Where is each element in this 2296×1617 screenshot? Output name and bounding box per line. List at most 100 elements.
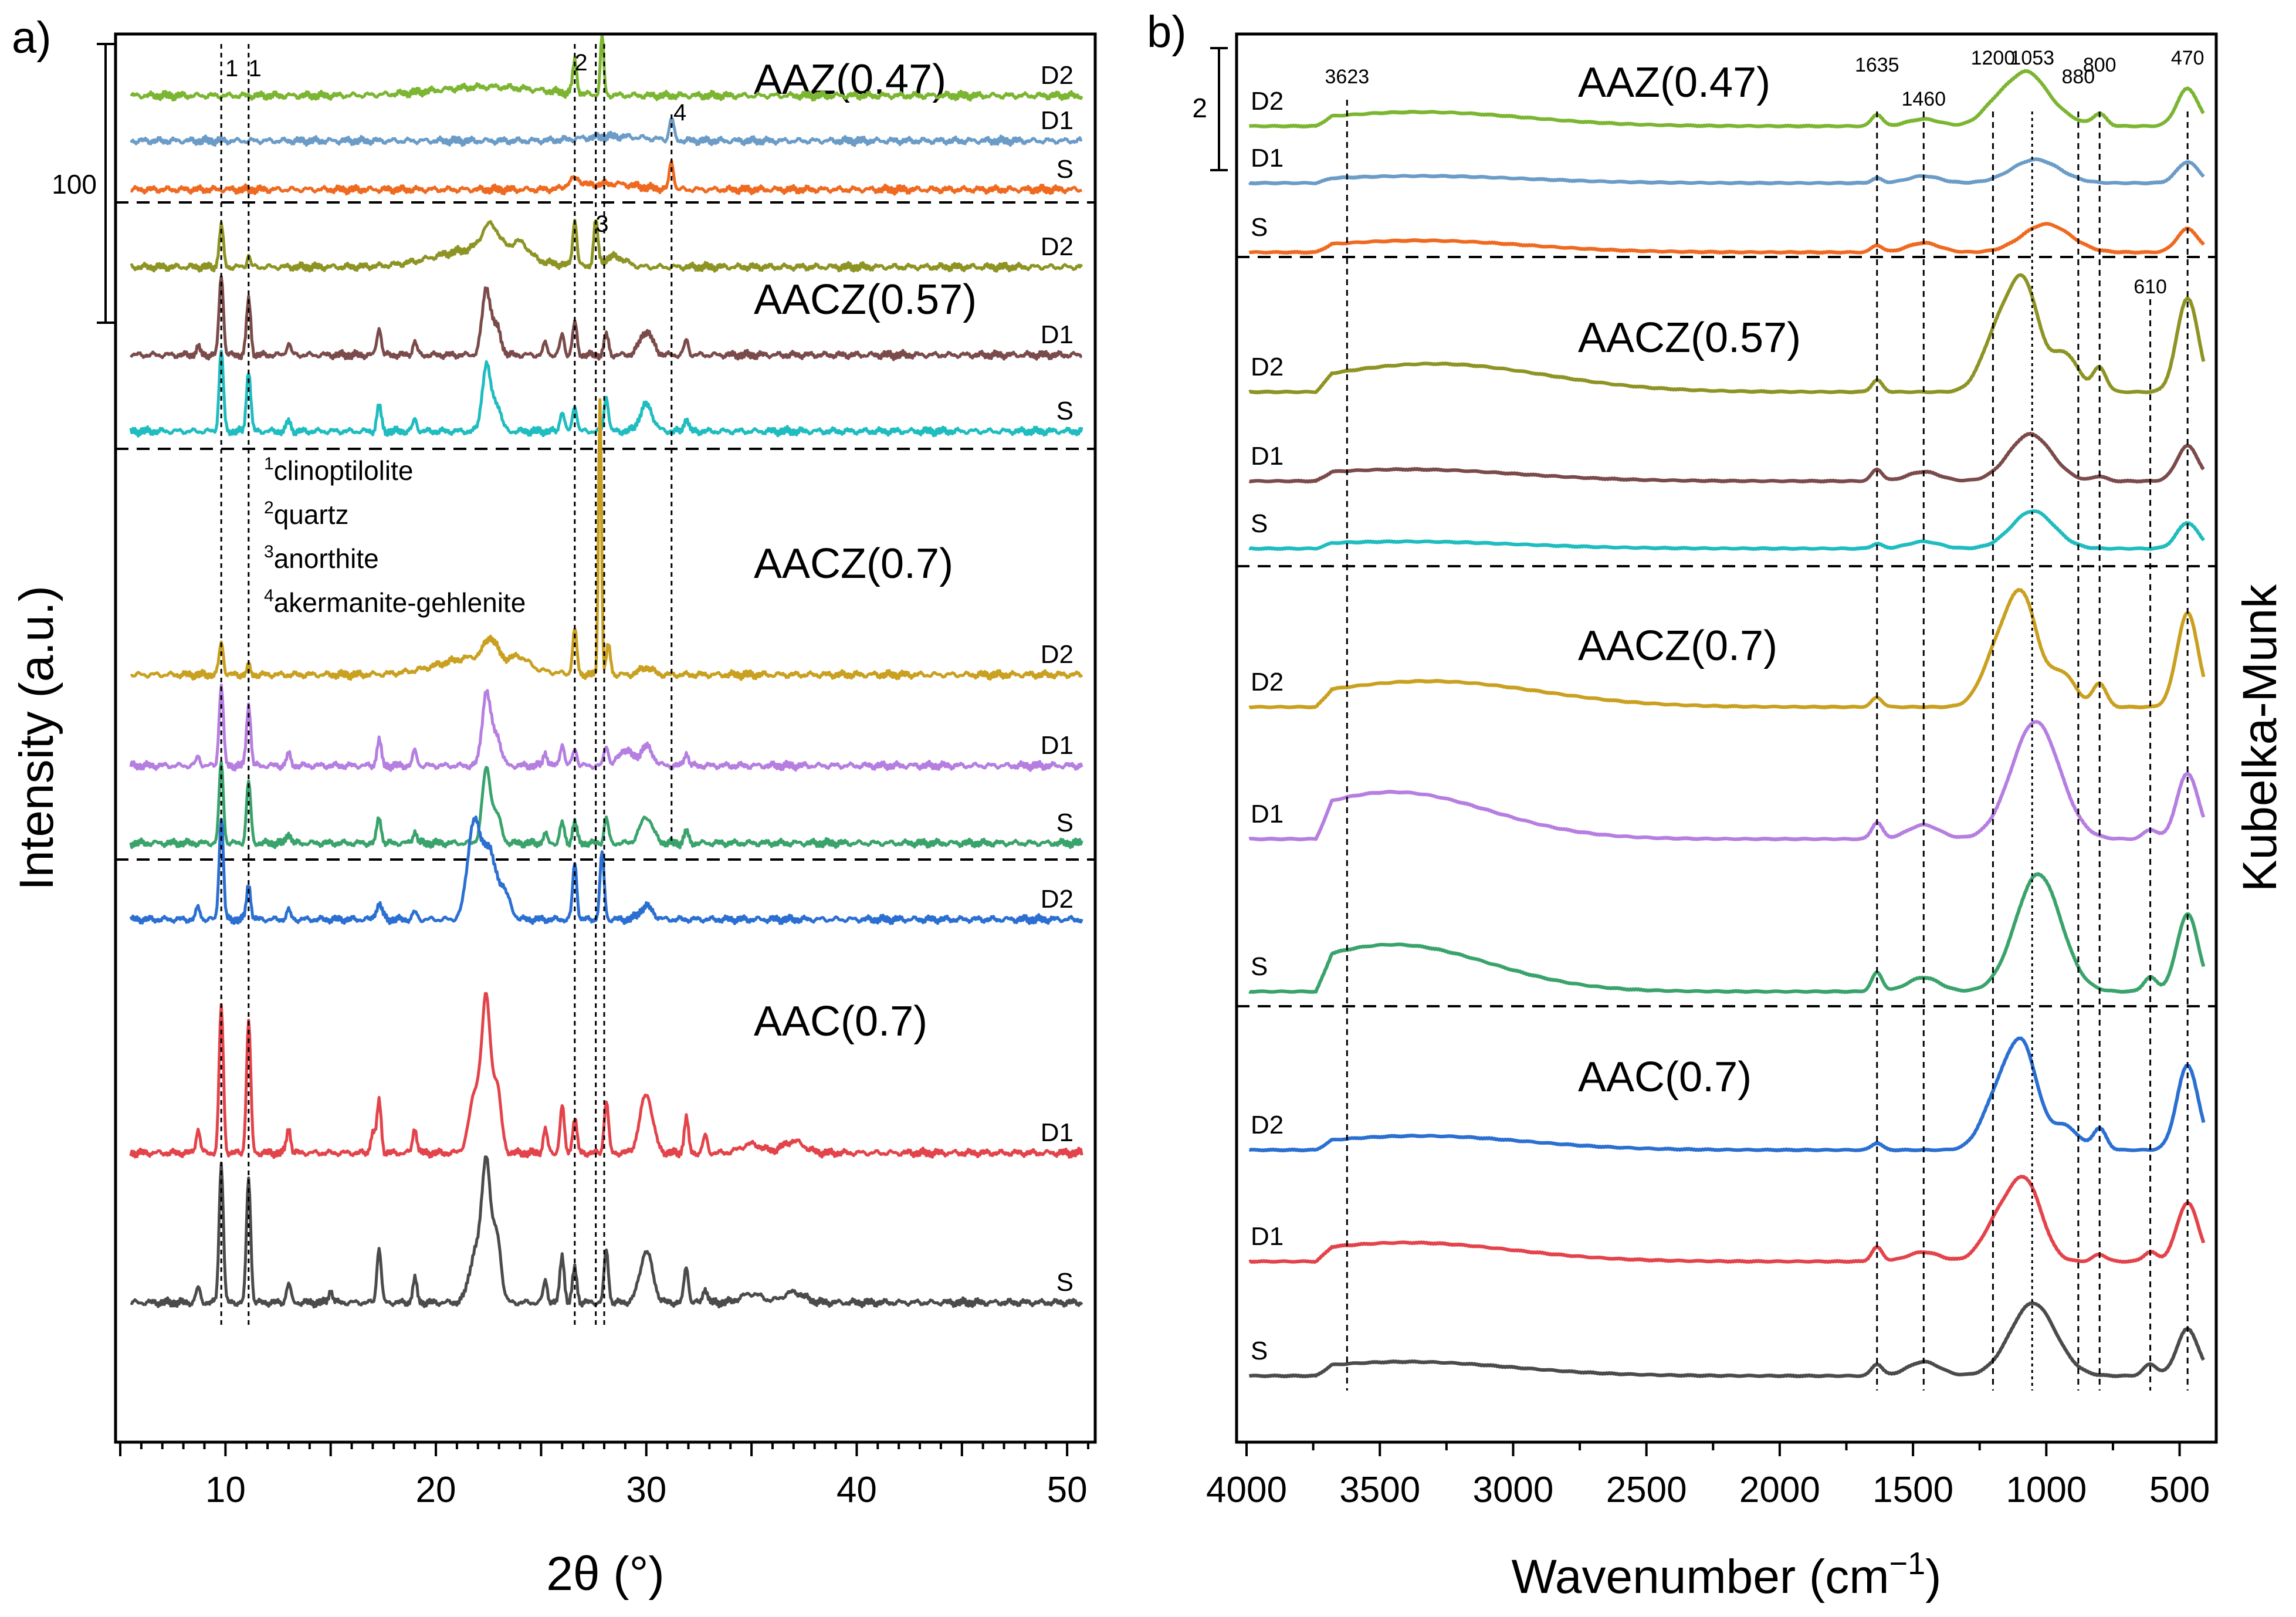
panel-b-x-tick-label: 3500 [1339,1470,1420,1510]
panel-a-x-tick-label: 20 [416,1470,456,1510]
ftir-series-label-aac-0-7-d1: D1 [1251,1222,1284,1251]
panel-a-x-tick-label: 50 [1047,1470,1088,1510]
legend-phase-3-name: anorthite [274,543,379,574]
panel-a-x-tick-label: 40 [837,1470,877,1510]
ftir-series-aacz-0-57-d2 [1248,273,2206,395]
panel-b-x-tick-label: 2500 [1606,1470,1687,1510]
panel-b-frame [1235,32,2218,1444]
panel-b-x-tick-label: 1000 [2006,1470,2087,1510]
ftir-series-aacz-0-57-s [1248,509,2206,552]
xrd-series-label-aacz-0-7-d2: D2 [1041,640,1074,669]
panel-b-group-label-aac-0-7: AAC(0.7) [1578,1054,1752,1101]
panel-a-x-axis: 10 20 30 40 50 [119,1442,1089,1510]
xrd-series-aaz-0-47-d2 [130,33,1083,102]
ftir-series-aaz-0-47-d2 [1248,69,2205,129]
panel-b-x-axis-title-main: Wavenumber (cm [1512,1550,1889,1604]
legend-phase-1-number: 1 [264,454,274,473]
ftir-series-label-aacz-0-7-d1: D1 [1251,800,1284,828]
ftir-series-aac-0-7-s [1248,1301,2206,1379]
panel-a-y-axis-title: Intensity (a.u.) [10,586,63,891]
xrd-series-label-aaz-0-47-d1: D1 [1041,106,1074,135]
panel-b-x-tick-label: 4000 [1206,1470,1287,1510]
xrd-peak-label: 2 [574,50,587,76]
legend-phase-1: 1clinoptilolite [264,454,413,486]
ftir-series-aaz-0-47-s [1248,222,2206,255]
ftir-band-label: 800 [2083,54,2116,76]
panel-a-x-tick-label: 30 [626,1470,666,1510]
panel-b-x-tick-label: 3000 [1472,1470,1553,1510]
panel-b-group-label-aacz-0-57: AACZ(0.57) [1578,314,1801,361]
legend-phase-3: 3anorthite [264,542,379,574]
xrd-series-label-aac-0-7-d2: D2 [1041,885,1074,914]
legend-phase-2: 2quartz [264,498,349,530]
legend-phase-4: 4akermanite-gehlenite [264,586,526,618]
xrd-series-aacz-0-7-d2 [130,398,1083,681]
xrd-series-label-aacz-0-57-d2: D2 [1041,232,1074,261]
ftir-series-label-aaz-0-47-d1: D1 [1251,144,1284,172]
ftir-series-label-aacz-0-57-d1: D1 [1251,442,1284,471]
panel-a-scale-bar-label: 100 [52,169,97,199]
ftir-band-label: 1200 [1971,47,2016,69]
ftir-series-label-aac-0-7-s: S [1251,1337,1268,1365]
ftir-series-aacz-0-7-d2 [1248,588,2206,710]
xrd-series-label-aacz-0-57-s: S [1056,397,1074,425]
panel-a-phase-legend: 1clinoptilolite 2quartz 3anorthite 4aker… [264,454,526,618]
ftir-series-label-aaz-0-47-d2: D2 [1251,87,1284,116]
xrd-series-aaz-0-47-d1 [129,117,1083,147]
xrd-series-aac-0-7-s [130,1155,1083,1309]
ftir-series-label-aacz-0-7-d2: D2 [1251,668,1284,696]
legend-phase-2-number: 2 [264,498,274,517]
panel-a-scale-bar: 100 [52,43,114,324]
legend-phase-4-number: 4 [264,586,274,605]
panel-a-x-tick-label: 10 [205,1470,246,1510]
xrd-series-label-aacz-0-57-d1: D1 [1041,320,1074,349]
panel-a-label: a) [12,13,52,63]
ftir-series-label-aac-0-7-d2: D2 [1251,1111,1284,1139]
xrd-series-label-aacz-0-7-d1: D1 [1041,731,1074,760]
panel-b-x-tick-label: 2000 [1739,1470,1820,1510]
panel-b-ftir-chart: b) AAZ(0.47) D2 D1 S AACZ(0.57) D2 D1 S AACZ(0.7… [1147,7,2287,1604]
ftir-band-label: 3623 [1325,66,1370,88]
ftir-series-aaz-0-47-d1 [1248,157,2205,186]
panel-b-x-axis-title: Wavenumber (cm−1) [1512,1546,1942,1604]
xrd-series-aacz-0-57-d1 [129,275,1083,361]
xrd-peak-label: 3 [595,211,608,237]
xrd-series-aaz-0-47-s [130,160,1082,196]
xrd-series-label-aaz-0-47-d2: D2 [1041,61,1074,90]
xrd-series-label-aac-0-7-d1: D1 [1041,1118,1074,1147]
ftir-band-label: 1053 [2010,47,2054,69]
ftir-series-aacz-0-57-d1 [1248,431,2205,484]
ftir-series-aacz-0-7-s [1248,872,2206,994]
panel-b-x-axis-title-sup: −1 [1889,1546,1926,1581]
ftir-band-label: 470 [2171,47,2204,69]
ftir-series-label-aaz-0-47-s: S [1251,213,1268,242]
panel-b-x-axis-title-end: ) [1925,1550,1941,1604]
ftir-series-aac-0-7-d2 [1248,1036,2206,1153]
xrd-peak-label: 1 [225,56,238,82]
ftir-series-aacz-0-7-d1 [1248,720,2206,842]
panel-b-group-label-aaz-0-47: AAZ(0.47) [1578,59,1770,106]
ftir-series-label-aacz-0-57-s: S [1251,509,1268,538]
ftir-series-label-aacz-0-7-s: S [1251,952,1268,981]
xrd-series-label-aacz-0-7-s: S [1056,808,1074,837]
ftir-series-label-aacz-0-57-d2: D2 [1251,353,1284,381]
panel-a-xrd-chart: a) AAZ(0.47) D2D1SAACZ(0.57)D2D1SAACZ(0.7… [10,13,1097,1601]
panel-a-x-axis-title: 2θ (°) [546,1547,664,1601]
panel-a-group-label-aac-0-7: AAC(0.7) [754,998,927,1045]
panel-b-label: b) [1147,7,1187,57]
panel-b-scale-bar-label: 2 [1192,93,1207,123]
panel-b-group-label-aacz-0-7: AACZ(0.7) [1578,623,1777,669]
legend-phase-4-name: akermanite-gehlenite [274,587,526,618]
xrd-series-aacz-0-7-d1 [129,684,1083,772]
xrd-peak-label: 1 [248,56,261,82]
xrd-peak-label: 4 [673,100,686,126]
panel-b-x-axis: 4000 3500 3000 2500 2000 1500 1000 500 [1206,1442,2210,1510]
ftir-band-label: 1460 [1901,88,1946,110]
panel-b-x-tick-label: 500 [2149,1470,2210,1510]
legend-phase-3-number: 3 [264,542,274,561]
panel-a-plot-area: AAZ(0.47) D2D1SAACZ(0.57)D2D1SAACZ(0.7)D2… [116,33,1095,1325]
panel-b-plot-area: AAZ(0.47) D2 D1 S AACZ(0.57) D2 D1 S AACZ(0.7) D2… [1237,47,2216,1391]
panel-a-group-label-aacz-0-57: AACZ(0.57) [754,276,977,323]
